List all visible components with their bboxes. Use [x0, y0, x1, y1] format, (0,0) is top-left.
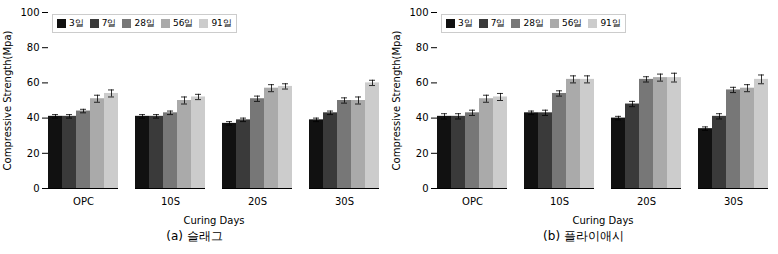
html-text:(a) 슬래그: (a) 슬래그 [166, 229, 223, 243]
html-text:7일: 7일 [101, 18, 117, 28]
html-text:3일: 3일 [458, 18, 473, 28]
html-text:56일: 56일 [561, 18, 583, 28]
html-text:91일: 91일 [600, 18, 621, 28]
svg-text:30S: 30S [724, 196, 743, 207]
svg-text:Compressive Strength(Mpa): Compressive Strength(Mpa) [391, 30, 402, 170]
html-text:3일: 3일 [69, 18, 84, 28]
svg-text:Compressive Strength(Mpa): Compressive Strength(Mpa) [2, 30, 13, 170]
svg-text:0: 0 [422, 183, 428, 194]
html-text:7일: 7일 [490, 18, 506, 28]
html-text:91일: 91일 [211, 18, 232, 28]
svg-text:OPC: OPC [73, 196, 94, 207]
svg-text:10S: 10S [550, 196, 569, 207]
svg-text:OPC: OPC [462, 196, 483, 207]
svg-text:20: 20 [27, 148, 40, 159]
html-text:(b) 플라이애시: (b) 플라이애시 [543, 229, 624, 243]
svg-text:Curing Days: Curing Days [572, 215, 633, 226]
svg-text:Curing Days: Curing Days [183, 215, 244, 226]
svg-text:60: 60 [416, 77, 429, 88]
svg-text:40: 40 [416, 112, 429, 123]
svg-text:20S: 20S [637, 196, 656, 207]
svg-text:80: 80 [27, 42, 40, 53]
svg-text:20: 20 [416, 148, 429, 159]
svg-text:80: 80 [416, 42, 429, 53]
svg-text:40: 40 [27, 112, 40, 123]
svg-text:10S: 10S [161, 196, 180, 207]
svg-text:0: 0 [33, 183, 39, 194]
svg-text:20S: 20S [248, 196, 267, 207]
svg-text:30S: 30S [335, 196, 354, 207]
html-text:28일: 28일 [134, 18, 155, 28]
svg-text:60: 60 [27, 77, 40, 88]
html-text:28일: 28일 [523, 18, 544, 28]
svg-text:100: 100 [409, 7, 428, 18]
html-text:56일: 56일 [172, 18, 194, 28]
svg-text:100: 100 [20, 7, 39, 18]
